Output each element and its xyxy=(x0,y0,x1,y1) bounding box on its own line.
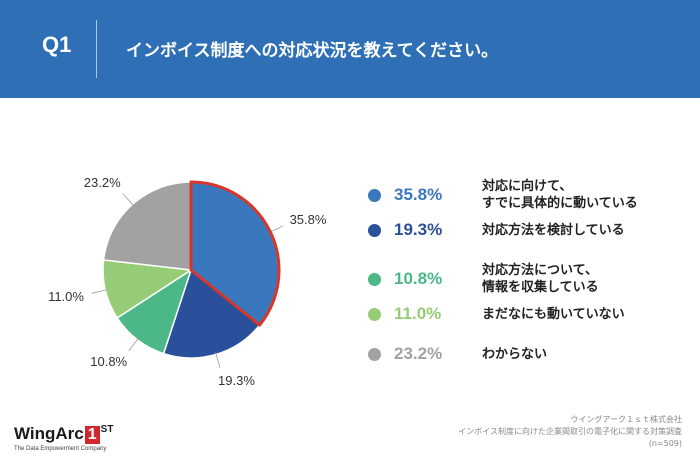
source-survey: インボイス制度に向けた企業間取引の電子化に関する対策調査 xyxy=(458,427,682,436)
header: Q1 インボイス制度への対応状況を教えてください。 xyxy=(0,0,700,96)
pie-value-label-not-started: 11.0% xyxy=(48,288,84,304)
pie-value-label-gathering: 10.8% xyxy=(90,353,128,369)
legend-swatch xyxy=(368,189,381,202)
legend-swatch xyxy=(368,273,381,286)
question-text: インボイス制度への対応状況を教えてください。 xyxy=(126,41,499,61)
pie-value-label-considering: 19.3% xyxy=(218,373,255,389)
pie-value-label-unknown: 23.2% xyxy=(83,175,121,191)
logo-suffix: ST xyxy=(100,424,114,435)
legend-label: 対応に向けて、 すでに具体的に動いている xyxy=(482,179,638,211)
legend-item-moving: 35.8% 対応に向けて、 すでに具体的に動いている xyxy=(368,178,688,218)
pie-highlight-outline xyxy=(189,180,281,327)
pie-value-label-moving: 35.8% xyxy=(289,211,327,227)
legend-item-not-started: 11.0% まだなにも動いていない xyxy=(368,304,688,346)
logo-text: WingArc xyxy=(14,424,84,443)
legend-swatch xyxy=(368,308,381,321)
logo-tagline: The Data Empowerment Company xyxy=(14,446,107,452)
wingarc-logo: WingArc 1 ST The Data Empowerment Company xyxy=(14,424,113,452)
header-divider xyxy=(96,20,97,78)
pie-slice-unknown xyxy=(102,181,192,271)
legend-label: 対応方法について、 情報を収集している xyxy=(482,263,599,295)
legend-label: まだなにも動いていない xyxy=(482,307,625,322)
source-company: ウイングアーク１ｓｔ株式会社 xyxy=(570,415,682,424)
legend-swatch xyxy=(368,224,381,237)
legend-percent: 11.0% xyxy=(394,304,442,323)
legend-percent: 10.8% xyxy=(394,269,443,288)
leader-line-not-started xyxy=(91,289,108,294)
source-sample-size: (n=509) xyxy=(648,439,682,448)
logo-number: 1 xyxy=(84,426,100,444)
leader-line-unknown xyxy=(122,193,135,207)
question-number: Q1 xyxy=(42,32,72,57)
legend-item-unknown: 23.2% わからない xyxy=(368,344,688,386)
legend-percent: 35.8% xyxy=(394,185,443,204)
legend-percent: 19.3% xyxy=(394,220,443,239)
legend-item-gathering: 10.8% 対応方法について、 情報を収集している xyxy=(368,262,688,302)
legend-percent: 23.2% xyxy=(394,344,443,363)
chart-panel: 35.8% 19.3% 10.8% 11.0% 23.2% 35.8% 対応に向けて、 す… xyxy=(0,98,700,466)
pie-chart xyxy=(91,180,284,368)
legend-label: わからない xyxy=(482,347,548,362)
legend-swatch xyxy=(368,348,381,361)
legend-item-considering: 19.3% 対応方法を検討している xyxy=(368,220,688,262)
source-note: ウイングアーク１ｓｔ株式会社 インボイス制度に向けた企業間取引の電子化に関する対… xyxy=(458,414,682,450)
leader-line-gathering xyxy=(128,337,139,352)
legend-label: 対応方法を検討している xyxy=(482,223,625,238)
leader-line-considering xyxy=(215,352,221,368)
